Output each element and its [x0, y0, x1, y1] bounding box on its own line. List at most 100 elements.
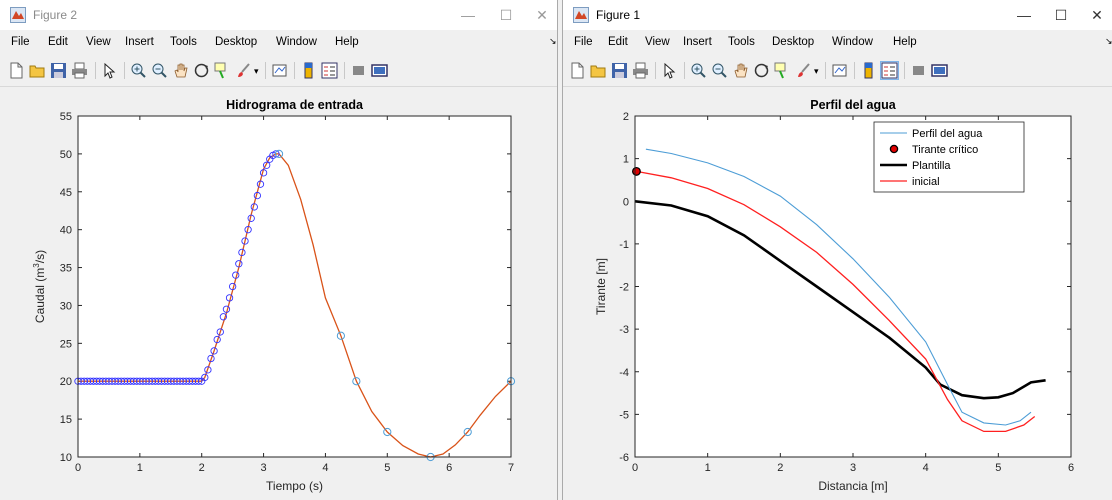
hide-plot-tools-icon[interactable]: [350, 62, 367, 79]
y-tick-label: 0: [623, 196, 629, 208]
data-point: [201, 373, 209, 382]
data-cursor-icon[interactable]: [214, 62, 231, 79]
menu-window[interactable]: Window: [832, 36, 873, 48]
menu-overflow-icon[interactable]: ↘: [549, 36, 557, 46]
new-figure-icon[interactable]: [8, 62, 25, 79]
rotate-3d-icon[interactable]: [193, 62, 210, 79]
menu-file[interactable]: File: [11, 36, 30, 48]
legend-icon[interactable]: [321, 62, 338, 79]
toolbar-separator: [344, 62, 345, 79]
print-icon[interactable]: [632, 62, 649, 79]
data-point: [463, 427, 472, 437]
toolbar-separator: [265, 62, 266, 79]
toolbar-separator: [655, 62, 656, 79]
colorbar-icon[interactable]: [860, 62, 877, 79]
open-file-icon[interactable]: [590, 62, 607, 79]
menu-view[interactable]: View: [645, 36, 670, 48]
close-icon[interactable]: ✕: [536, 7, 548, 23]
close-icon[interactable]: ✕: [1091, 7, 1103, 23]
minimize-icon[interactable]: —: [1017, 7, 1031, 23]
hide-plot-tools-icon[interactable]: [910, 62, 927, 79]
legend-label: Perfil del agua: [912, 128, 983, 140]
data-point: [352, 377, 361, 386]
edit-plot-icon[interactable]: [101, 62, 118, 79]
print-icon[interactable]: [71, 62, 88, 79]
link-plot-icon[interactable]: [271, 62, 288, 79]
data-cursor-icon[interactable]: [774, 62, 791, 79]
data-point: [263, 161, 271, 169]
zoom-in-icon[interactable]: [690, 62, 707, 79]
menu-file[interactable]: File: [574, 36, 593, 48]
menu-insert[interactable]: Insert: [125, 36, 154, 48]
matlab-icon: [573, 7, 589, 23]
x-tick-label: 4: [322, 462, 328, 474]
y-tick-label: -5: [619, 409, 629, 421]
x-tick-label: 1: [705, 462, 711, 474]
menu-help[interactable]: Help: [893, 36, 917, 48]
data-point: [204, 366, 212, 374]
menu-desktop[interactable]: Desktop: [215, 36, 258, 48]
x-tick-label: 2: [199, 462, 205, 474]
menu-overflow-icon[interactable]: ↘: [1105, 36, 1112, 46]
perfil-del-agua-line: [645, 148, 1032, 426]
menu-bar: File Edit View Insert Tools Desktop Wind…: [563, 32, 1112, 54]
maximize-icon[interactable]: ☐: [1054, 7, 1068, 23]
new-figure-icon[interactable]: [569, 62, 586, 79]
show-plot-tools-icon[interactable]: [931, 62, 948, 79]
colorbar-icon[interactable]: [300, 62, 317, 79]
y-tick-label: 45: [60, 187, 72, 199]
perfil-chart[interactable]: 0 1 2 3 4 5 6 -6 -5 -4 -3 -2 -1 0 1 2 Perfil del agua Tir…: [563, 87, 1112, 500]
window-title: Figure 1: [596, 8, 641, 22]
y-tick-label: 30: [60, 300, 72, 312]
zoom-out-icon[interactable]: [151, 62, 168, 79]
menu-insert[interactable]: Insert: [683, 36, 712, 48]
figure-toolbar: ▾: [563, 56, 1112, 87]
legend-label: inicial: [912, 176, 940, 188]
save-icon[interactable]: [611, 62, 628, 79]
x-tick-label: 5: [384, 462, 390, 474]
edit-plot-icon[interactable]: [661, 62, 678, 79]
zoom-out-icon[interactable]: [711, 62, 728, 79]
y-tick-label: -4: [619, 367, 629, 379]
brush-dropdown-icon[interactable]: ▾: [814, 66, 819, 76]
brush-icon[interactable]: [795, 62, 812, 79]
brush-icon[interactable]: [235, 62, 252, 79]
data-point: [336, 331, 345, 340]
title-bar[interactable]: Figure 1 — ☐ ✕: [563, 0, 1112, 30]
maximize-icon[interactable]: ☐: [499, 7, 513, 23]
menu-edit[interactable]: Edit: [48, 36, 68, 48]
show-plot-tools-icon[interactable]: [371, 62, 388, 79]
caudal-line: [78, 153, 512, 458]
y-tick-label: 55: [60, 111, 72, 123]
data-point: [222, 305, 231, 313]
rotate-3d-icon[interactable]: [753, 62, 770, 79]
menu-help[interactable]: Help: [335, 36, 359, 48]
zoom-in-icon[interactable]: [130, 62, 147, 79]
y-tick-label: 10: [60, 452, 72, 464]
data-point: [216, 328, 224, 336]
menu-desktop[interactable]: Desktop: [772, 36, 815, 48]
brush-dropdown-icon[interactable]: ▾: [254, 66, 259, 76]
pan-icon[interactable]: [172, 62, 189, 79]
save-icon[interactable]: [50, 62, 67, 79]
pan-icon[interactable]: [732, 62, 749, 79]
legend-icon[interactable]: [880, 61, 899, 80]
toolbar-separator: [825, 62, 826, 79]
open-file-icon[interactable]: [29, 62, 46, 79]
y-tick-label: -1: [619, 239, 629, 251]
link-plot-icon[interactable]: [831, 62, 848, 79]
minimize-icon[interactable]: —: [461, 7, 475, 23]
title-bar[interactable]: Figure 2 — ☐ ✕: [0, 0, 557, 30]
x-tick-label: 6: [1068, 462, 1074, 474]
figure-canvas: 0 1 2 3 4 5 6 -6 -5 -4 -3 -2 -1 0 1 2 Perfil del agua Tir…: [563, 87, 1112, 500]
menu-view[interactable]: View: [86, 36, 111, 48]
menu-tools[interactable]: Tools: [170, 36, 197, 48]
menu-window[interactable]: Window: [276, 36, 317, 48]
data-point: [259, 169, 268, 177]
menu-tools[interactable]: Tools: [728, 36, 755, 48]
data-point: [253, 191, 262, 200]
x-tick-label: 1: [137, 462, 143, 474]
menu-edit[interactable]: Edit: [608, 36, 628, 48]
y-tick-label: -3: [619, 324, 629, 336]
